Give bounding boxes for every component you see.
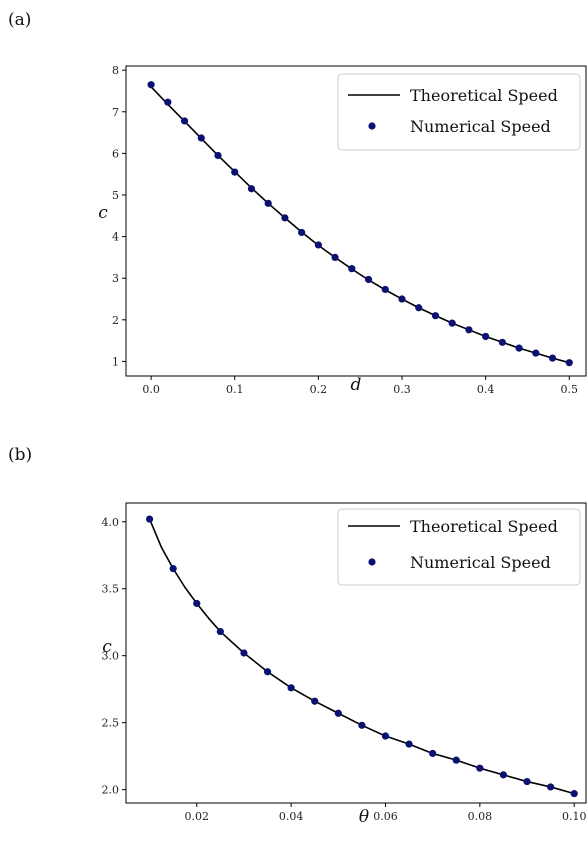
x-tick-label-a: 0.1 <box>226 383 244 396</box>
numerical-speed-point-b <box>169 565 177 573</box>
numerical-speed-point-a <box>465 326 473 334</box>
legend-box-b <box>337 508 581 586</box>
numerical-speed-point-a <box>565 359 573 367</box>
numerical-speed-point-b <box>287 684 295 692</box>
x-tick-label-b: 0.08 <box>468 810 493 823</box>
panel-label-b: (b) <box>8 445 32 465</box>
numerical-speed-point-a <box>247 185 256 193</box>
x-tick-label-b: 0.02 <box>185 810 210 823</box>
numerical-speed-point-b <box>263 668 272 676</box>
x-axis-label-a: d <box>351 375 362 395</box>
numerical-speed-point-a <box>331 253 339 262</box>
panel-label-a: (a) <box>8 10 31 30</box>
legend-a: Theoretical Speed Numerical Speed <box>337 73 581 151</box>
numerical-speed-point-a <box>398 295 406 303</box>
numerical-speed-point-a <box>214 151 222 160</box>
y-tick-label-a: 8 <box>112 64 119 77</box>
y-axis-label-b: c <box>102 637 112 657</box>
numerical-speed-point-b <box>429 749 437 758</box>
y-tick-label-a: 3 <box>112 272 119 285</box>
plot-frame-b <box>125 502 587 804</box>
legend-label-numerical-a: Numerical Speed <box>410 117 551 136</box>
legend-dot-swatch-b <box>368 558 376 566</box>
x-tick-label-a: 0.4 <box>477 383 495 396</box>
x-tick-label-a: 0.0 <box>142 383 160 396</box>
numerical-speed-point-b <box>476 764 484 772</box>
numerical-speed-point-b <box>523 777 531 786</box>
panel-b: (b) 0.02 0.04 0.06 0.08 0.102.02.53.03.54.0 … <box>8 445 587 827</box>
numerical-speed-point-a <box>431 312 440 320</box>
axes-b: 0.02 0.04 0.06 0.08 0.10 2.0 2.5 3.0 3.5 4.0 <box>102 516 587 823</box>
axes-a: 0.0 0.1 0.2 0.3 0.4 0.5 1 2 3 4 5 6 7 8 <box>112 64 578 396</box>
y-tick-label-a: 4 <box>112 231 119 244</box>
numerical-speed-point-b <box>570 790 578 798</box>
numerical-speed-point-b <box>216 627 224 636</box>
x-axis-label-b: θ <box>359 807 369 827</box>
y-tick-label-a: 5 <box>112 189 119 202</box>
numerical-speed-point-a <box>482 332 490 341</box>
numerical-speed-point-b <box>547 783 555 791</box>
legend-label-theoretical-a: Theoretical Speed <box>410 86 558 105</box>
marks-a <box>147 81 573 367</box>
numerical-speed-point-a <box>381 285 389 294</box>
y-tick-label-a: 7 <box>112 106 119 119</box>
numerical-speed-point-a <box>364 275 373 284</box>
plot-frame-a <box>125 65 587 377</box>
marks-b <box>145 515 578 798</box>
panel-a: (a) 0.0 0.1 0.2 0.3 0.4 0.5 1 2 3 4 5 6 7 8 d c Theor… <box>8 10 587 396</box>
numerical-speed-point-b <box>334 709 342 717</box>
y-tick-label-b: 2.5 <box>102 717 120 730</box>
y-tick-label-a: 2 <box>112 314 119 327</box>
x-tick-label-a: 0.3 <box>393 383 411 396</box>
numerical-speed-point-b <box>358 721 366 729</box>
y-tick-label-b: 4.0 <box>102 516 120 529</box>
numerical-speed-point-a <box>231 168 239 176</box>
numerical-speed-point-a <box>314 241 322 249</box>
x-tick-label-b: 0.06 <box>373 810 398 823</box>
numerical-speed-point-a <box>448 319 456 327</box>
numerical-speed-point-a <box>164 98 172 106</box>
legend-b: Theoretical Speed Numerical Speed <box>337 508 581 586</box>
legend-label-theoretical-b: Theoretical Speed <box>410 517 558 536</box>
numerical-speed-point-a <box>147 81 155 89</box>
y-tick-label-a: 6 <box>112 147 119 160</box>
numerical-speed-point-a <box>264 199 272 207</box>
numerical-speed-point-b <box>499 771 508 779</box>
y-tick-label-a: 1 <box>112 355 119 368</box>
numerical-speed-point-a <box>532 349 540 357</box>
numerical-speed-point-a <box>298 228 306 237</box>
numerical-speed-point-a <box>515 344 523 352</box>
y-tick-label-b: 2.0 <box>102 784 120 797</box>
numerical-speed-point-b <box>193 599 201 608</box>
x-tick-label-a: 0.5 <box>561 383 579 396</box>
numerical-speed-point-a <box>548 354 557 362</box>
y-axis-label-a: c <box>98 203 108 223</box>
numerical-speed-point-a <box>180 117 189 125</box>
x-tick-label-b: 0.10 <box>562 810 587 823</box>
numerical-speed-point-b <box>240 649 248 657</box>
legend-label-numerical-b: Numerical Speed <box>410 553 551 572</box>
numerical-speed-point-a <box>348 265 356 273</box>
legend-dot-swatch-a <box>368 122 376 130</box>
legend-box-a <box>337 73 581 151</box>
x-tick-label-a: 0.2 <box>310 383 328 396</box>
numerical-speed-point-b <box>311 697 319 705</box>
numerical-speed-point-b <box>452 756 460 764</box>
numerical-speed-point-a <box>415 304 423 312</box>
numerical-speed-point-a <box>281 214 289 222</box>
numerical-speed-point-b <box>381 732 390 740</box>
y-tick-label-b: 3.0 <box>102 650 120 663</box>
numerical-speed-point-b <box>145 515 154 523</box>
y-tick-label-b: 3.5 <box>102 583 120 596</box>
numerical-speed-point-a <box>498 338 506 346</box>
numerical-speed-point-a <box>197 134 205 142</box>
numerical-speed-point-b <box>405 740 413 748</box>
x-tick-label-b: 0.04 <box>279 810 304 823</box>
